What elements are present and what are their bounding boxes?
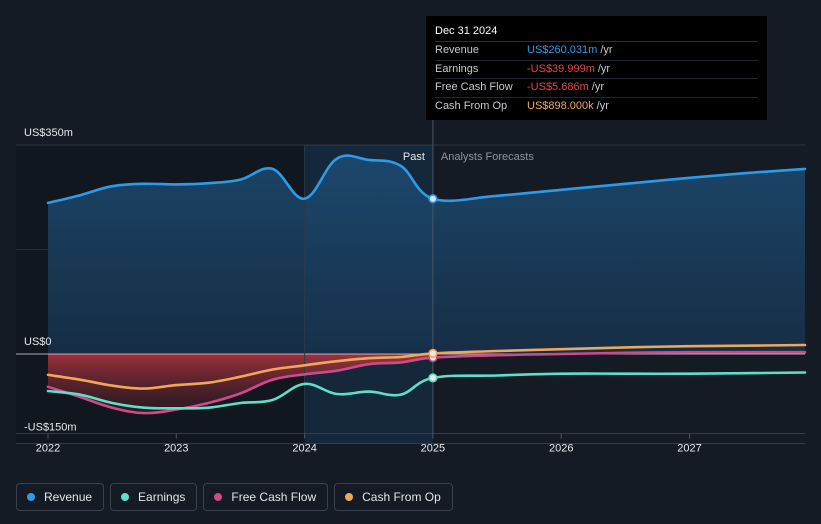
legend-item-free-cash-flow[interactable]: Free Cash Flow bbox=[203, 483, 329, 511]
tooltip-value: -US$39.999m bbox=[527, 62, 595, 75]
legend-dot-icon bbox=[27, 493, 35, 501]
x-tick-label: 2024 bbox=[292, 443, 316, 455]
legend-label: Revenue bbox=[44, 490, 93, 504]
x-tick-label: 2022 bbox=[36, 443, 60, 455]
x-tick-label: 2026 bbox=[549, 443, 573, 455]
legend-item-earnings[interactable]: Earnings bbox=[110, 483, 198, 511]
tooltip-unit: /yr bbox=[596, 99, 609, 112]
tooltip-row: Free Cash Flow -US$5.686m/yr bbox=[435, 79, 758, 98]
y-tick-label: US$350m bbox=[24, 127, 73, 139]
y-tick-label: -US$150m bbox=[24, 422, 77, 434]
tooltip-label: Revenue bbox=[435, 44, 480, 56]
revenue-line bbox=[46, 154, 807, 205]
legend-dot-icon bbox=[121, 493, 130, 501]
x-tick-label: 2027 bbox=[677, 443, 701, 455]
tooltip-unit: /yr bbox=[591, 81, 604, 93]
x-tick-label: 2023 bbox=[164, 443, 188, 455]
revenue-area bbox=[48, 155, 805, 354]
tooltip-value: US$898.000k bbox=[527, 99, 594, 112]
legend-label: Cash From Op bbox=[362, 490, 441, 504]
legend-dot-icon bbox=[345, 493, 354, 501]
legend-item-revenue[interactable]: Revenue bbox=[16, 483, 105, 511]
legend-label: Earnings bbox=[138, 490, 186, 504]
tooltip-unit: /yr bbox=[597, 62, 611, 75]
legend-item-cash-from-op[interactable]: Cash From Op bbox=[334, 483, 453, 511]
fcf-line bbox=[46, 350, 807, 415]
cfo-line bbox=[46, 343, 807, 390]
tooltip-label: Earnings bbox=[435, 62, 479, 75]
y-tick-label: US$0 bbox=[24, 336, 52, 348]
earnings-line bbox=[46, 371, 807, 410]
forecast-negative-area bbox=[432, 352, 805, 358]
tooltip-row: Revenue US$260.031m/yr bbox=[435, 42, 758, 61]
past-label: Past bbox=[403, 151, 425, 163]
earnings-marker bbox=[428, 373, 438, 383]
tooltip-row: Cash From Op US$898.000k/yr bbox=[435, 98, 758, 116]
tooltip-value: US$260.031m bbox=[527, 44, 598, 56]
legend-label: Free Cash Flow bbox=[231, 490, 317, 504]
tooltip-value: -US$5.686m bbox=[527, 81, 589, 93]
tooltip-unit: /yr bbox=[600, 44, 613, 56]
tooltip: Dec 31 2024 Revenue US$260.031m/yr Earning… bbox=[426, 16, 767, 120]
legend: Revenue Earnings Free Cash Flow Cash From O… bbox=[16, 483, 453, 513]
tooltip-row: Earnings -US$39.999m/yr bbox=[435, 61, 758, 79]
revenue-marker bbox=[428, 194, 438, 204]
x-tick-label: 2025 bbox=[421, 443, 445, 455]
cfo-marker bbox=[428, 348, 438, 359]
legend-dot-icon bbox=[214, 493, 223, 501]
forecast-label: Analysts Forecasts bbox=[441, 151, 534, 163]
tooltip-date: Dec 31 2024 bbox=[435, 24, 758, 42]
tooltip-label: Cash From Op bbox=[435, 99, 508, 112]
tooltip-label: Free Cash Flow bbox=[435, 81, 513, 93]
negative-area bbox=[48, 354, 433, 414]
